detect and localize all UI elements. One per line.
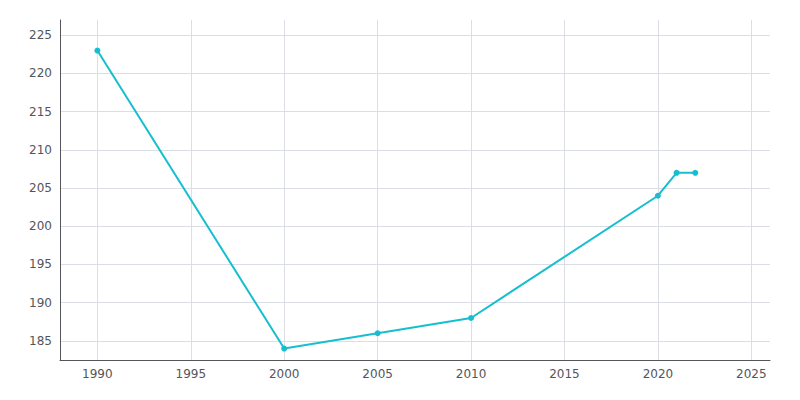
svg-text:2005: 2005 <box>362 367 393 381</box>
svg-text:2015: 2015 <box>549 367 580 381</box>
svg-text:2000: 2000 <box>269 367 300 381</box>
svg-text:195: 195 <box>29 257 52 271</box>
svg-text:185: 185 <box>29 334 52 348</box>
svg-text:1990: 1990 <box>82 367 113 381</box>
svg-text:220: 220 <box>29 66 52 80</box>
svg-text:215: 215 <box>29 105 52 119</box>
svg-text:190: 190 <box>29 296 52 310</box>
svg-text:225: 225 <box>29 28 52 42</box>
svg-text:205: 205 <box>29 181 52 195</box>
svg-text:1995: 1995 <box>176 367 207 381</box>
svg-text:2020: 2020 <box>643 367 674 381</box>
svg-text:2010: 2010 <box>456 367 487 381</box>
svg-text:2025: 2025 <box>736 367 767 381</box>
svg-text:210: 210 <box>29 143 52 157</box>
svg-text:200: 200 <box>29 219 52 233</box>
